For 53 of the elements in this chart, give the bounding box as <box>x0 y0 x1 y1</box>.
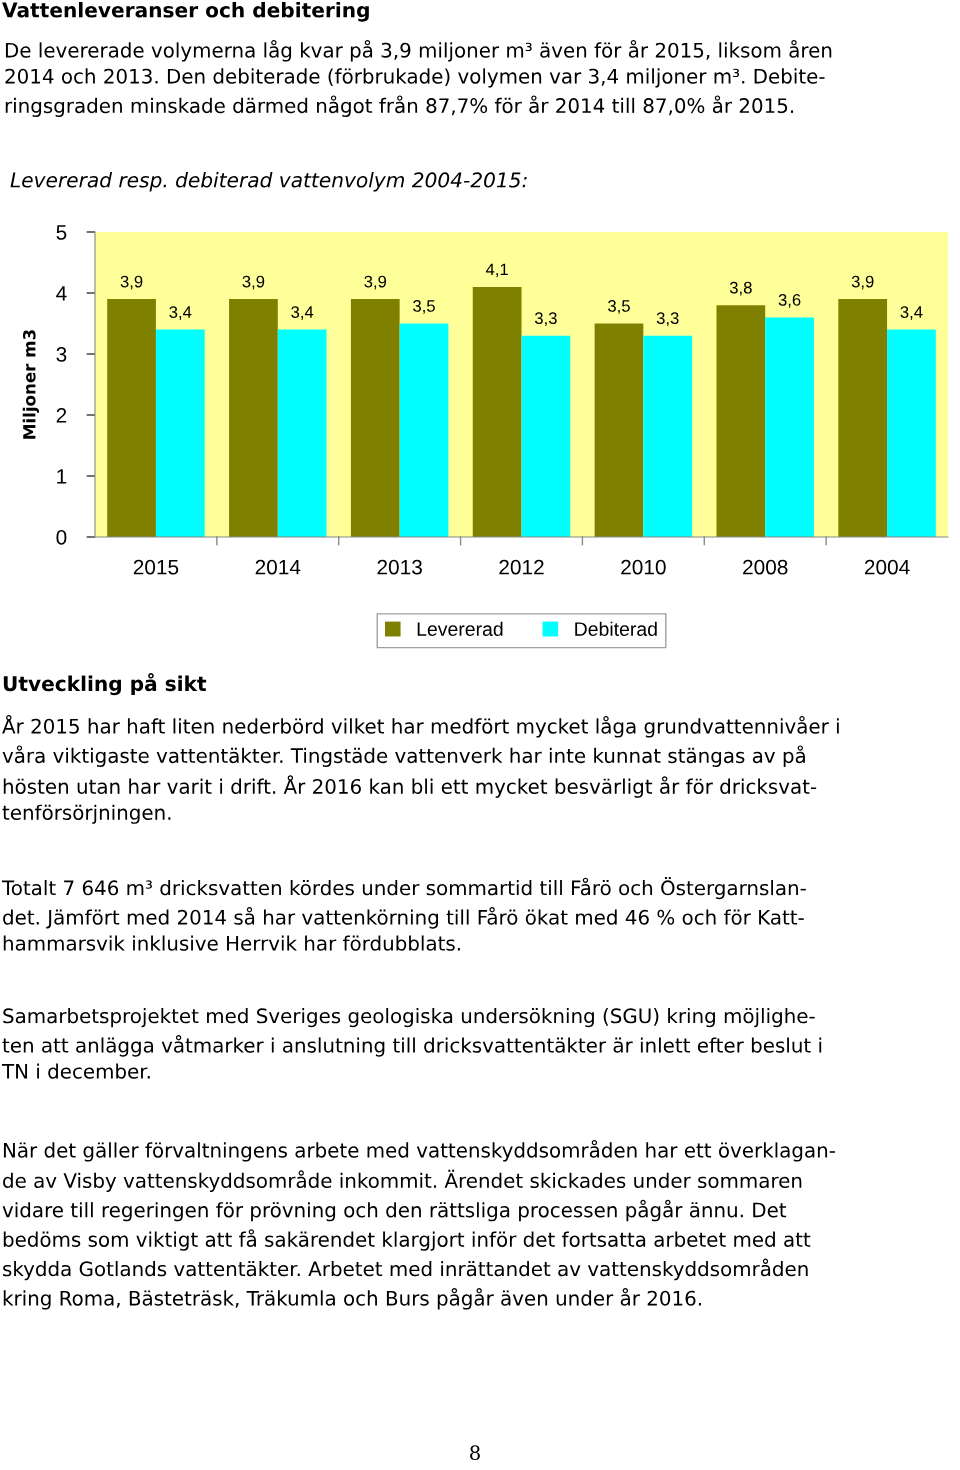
bar <box>107 299 156 537</box>
text: Vattenleveranser och debitering <box>2 2 369 22</box>
x-tick-label: 2015 <box>133 559 179 575</box>
text: Utveckling på sikt <box>3 673 207 696</box>
text: De levererade volymerna låg kvar på 3,9 miljoner m³ även för år 2015, liksom åren 2014 och 2013. Den debiterade (förbrukade) volymen var 3,4 miljoner m³. Debite- ringsgraden minskade därmed något från 87,7% för år 2014 till 87,0% år 2015. <box>5 40 832 117</box>
y-tick-label: 1 <box>57 469 67 484</box>
bar <box>277 329 327 537</box>
data-label: 3,9 <box>364 275 387 290</box>
legend-label: Levererad <box>417 621 503 636</box>
chart-title: Levererad resp. debiterad vattenvolym 2004-2015: <box>10 172 527 192</box>
data-label: 3,4 <box>169 306 192 320</box>
bar <box>155 329 205 537</box>
data-label: 4,1 <box>485 263 508 278</box>
y-tick-label: 5 <box>56 225 67 240</box>
bar <box>472 286 522 537</box>
x-tick-label: 2014 <box>255 559 301 575</box>
bar <box>229 299 278 537</box>
data-label: 3,8 <box>729 281 752 296</box>
data-label: 3,5 <box>413 300 435 314</box>
text: År 2015 har haft liten nederbörd vilket har medfört mycket låga grundvattennivåer i våra viktigaste vattentäkter. Tingstäde vattenverk har inte kunnat stängas av på hösten utan har varit i drift. År 2016 kan bli ett mycket besvärligt år för dricksvat- tenförsörjningen. <box>2 715 839 824</box>
data-label: 3,3 <box>534 312 557 327</box>
x-tick-label: 2012 <box>499 559 544 575</box>
y-tick-label: 4 <box>56 286 67 301</box>
text: Samarbetsprojektet med Sveriges geologiska undersökning (SGU) kring möjlighe- ten att anlägga våtmarker i anslutning till dricksvattentäkter är inlett efter beslut i TN i december. <box>1 1008 822 1079</box>
bar <box>594 323 644 537</box>
bar <box>521 335 571 537</box>
bar <box>838 299 888 537</box>
data-label: 3,9 <box>851 275 874 290</box>
y-axis-title: Miljoner m3 <box>22 330 39 439</box>
bar <box>887 329 936 537</box>
legend-label: Debiterad <box>575 621 657 636</box>
data-label: 3,5 <box>608 300 630 314</box>
y-tick-label: 3 <box>56 347 67 362</box>
data-label: 3,9 <box>242 275 265 290</box>
data-label: 3,6 <box>778 293 801 308</box>
data-label: 3,9 <box>120 275 143 290</box>
bar <box>643 335 693 537</box>
bar <box>350 299 400 537</box>
data-label: 3,4 <box>291 306 314 320</box>
data-label: 3,4 <box>900 306 923 320</box>
bar <box>716 305 766 537</box>
x-tick-label: 2008 <box>743 559 788 575</box>
bar <box>765 317 814 537</box>
text: När det gäller förvaltningens arbete med vattenskyddsområden har ett överklagan- de av Visby vattenskyddsområde inkommit. Ärendet skickades under sommaren vidare till regeringen för prövning och den rättsliga processen pågår ännu. Det bedöms som viktigt att få sakärendet klargjort inför det fortsatta arbetet med att skydda Gotlands vattentäkter. Arbetet med inrättandet av vattenskyddsområden kring Roma, Bästeträsk, Träkumla och Burs pågår även under år 2016. <box>2 1140 835 1310</box>
text: Totalt 7 646 m³ dricksvatten kördes under sommartid till Fårö och Östergarnslan- det. Jämfört med 2014 så har vattenkörning till Fårö ökat med 46 % och för Katt- hammarsvik inklusive Herrvik har fördubblats. <box>1 877 806 951</box>
x-tick-label: 2010 <box>621 559 666 575</box>
data-label: 3,3 <box>656 312 679 327</box>
x-tick-label: 2004 <box>864 559 910 575</box>
x-tick-label: 2013 <box>377 559 422 575</box>
y-tick-label: 2 <box>56 408 67 423</box>
text: 8 <box>470 1445 480 1461</box>
y-tick-label: 0 <box>56 530 67 545</box>
bar <box>399 323 449 537</box>
